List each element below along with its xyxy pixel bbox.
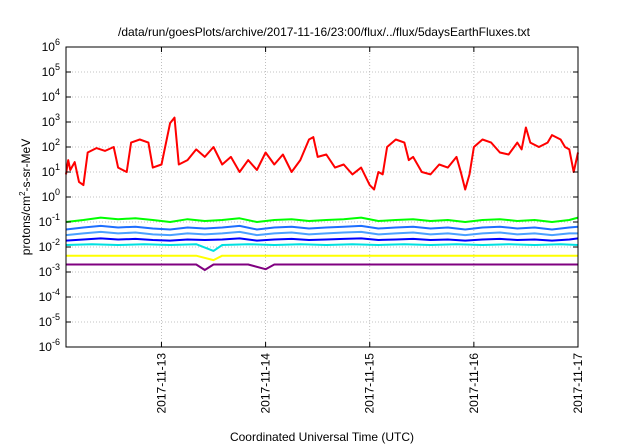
chart-title: /data/run/goesPlots/archive/2017-11-16/2… (118, 25, 531, 39)
y-axis-label-superscript: 2 (18, 191, 27, 196)
y-tick-label: 100 (42, 187, 60, 204)
y-tick-label: 10-2 (39, 237, 60, 254)
y-tick-exponent: -6 (52, 337, 60, 347)
y-tick-exponent: 1 (55, 162, 60, 172)
y-tick-base: 10 (42, 90, 56, 104)
y-tick-exponent: -5 (52, 312, 60, 322)
y-tick-exponent: 6 (55, 37, 60, 47)
y-tick-base: 10 (42, 40, 56, 54)
x-tick-label: 2017-11-13 (154, 353, 168, 414)
y-tick-exponent: -4 (52, 287, 60, 297)
y-tick-base: 10 (39, 340, 53, 354)
y-tick-exponent: 0 (55, 187, 60, 197)
y-tick-exponent: -2 (52, 237, 60, 247)
y-tick-base: 10 (39, 290, 53, 304)
y-tick-exponent: 2 (55, 137, 60, 147)
x-tick-label: 2017-11-16 (467, 353, 481, 414)
y-axis-label: protons/cm2-s-sr-MeV (18, 139, 33, 255)
y-tick-label: 10-1 (39, 212, 60, 229)
y-tick-base: 10 (42, 190, 56, 204)
y-tick-base: 10 (39, 265, 53, 279)
y-tick-label: 10-4 (39, 287, 60, 304)
series-line-8 (66, 263, 578, 271)
y-tick-exponent: 3 (55, 112, 60, 122)
y-tick-exponent: -3 (52, 262, 60, 272)
y-axis-label-suffix: -s-sr-MeV (19, 139, 33, 192)
y-tick-label: 10-3 (39, 262, 60, 279)
y-tick-base: 10 (42, 165, 56, 179)
y-tick-label: 104 (42, 87, 60, 104)
y-tick-label: 106 (42, 37, 60, 54)
y-tick-exponent: -1 (52, 212, 60, 222)
y-tick-base: 10 (39, 315, 53, 329)
series-line-6 (65, 243, 579, 252)
x-axis-label: Coordinated Universal Time (UTC) (230, 430, 414, 444)
y-tick-label: 102 (42, 137, 60, 154)
series-line-4 (65, 230, 578, 237)
y-tick-base: 10 (39, 215, 53, 229)
y-tick-label: 105 (42, 62, 60, 79)
series-line-5 (65, 237, 579, 242)
y-axis-label-main: protons/cm (19, 196, 33, 255)
series-line-1 (65, 116, 579, 191)
series-line-2 (65, 216, 579, 223)
y-tick-label: 10-6 (39, 337, 60, 354)
x-tick-label: 2017-11-15 (363, 353, 377, 414)
y-tick-exponent: 5 (55, 62, 60, 72)
y-axis-ticks: 10-610-510-410-310-210-11001011021031041… (39, 37, 578, 354)
x-axis-ticks: 2017-11-13 2017-11-14 2017-11-15 2017-11-16… (154, 47, 585, 414)
y-tick-base: 10 (42, 65, 56, 79)
grid (66, 47, 578, 347)
series-line-7 (66, 254, 578, 262)
x-tick-label: 2017-11-14 (259, 353, 273, 414)
x-tick-label: 2017-11-17 (571, 353, 585, 414)
y-tick-base: 10 (39, 240, 53, 254)
y-tick-base: 10 (42, 140, 56, 154)
y-tick-label: 10-5 (39, 312, 60, 329)
data-series (65, 116, 579, 271)
y-tick-base: 10 (42, 115, 56, 129)
y-tick-label: 101 (42, 162, 60, 179)
y-tick-label: 103 (42, 112, 60, 129)
series-line-3 (65, 224, 579, 231)
y-tick-exponent: 4 (55, 87, 60, 97)
